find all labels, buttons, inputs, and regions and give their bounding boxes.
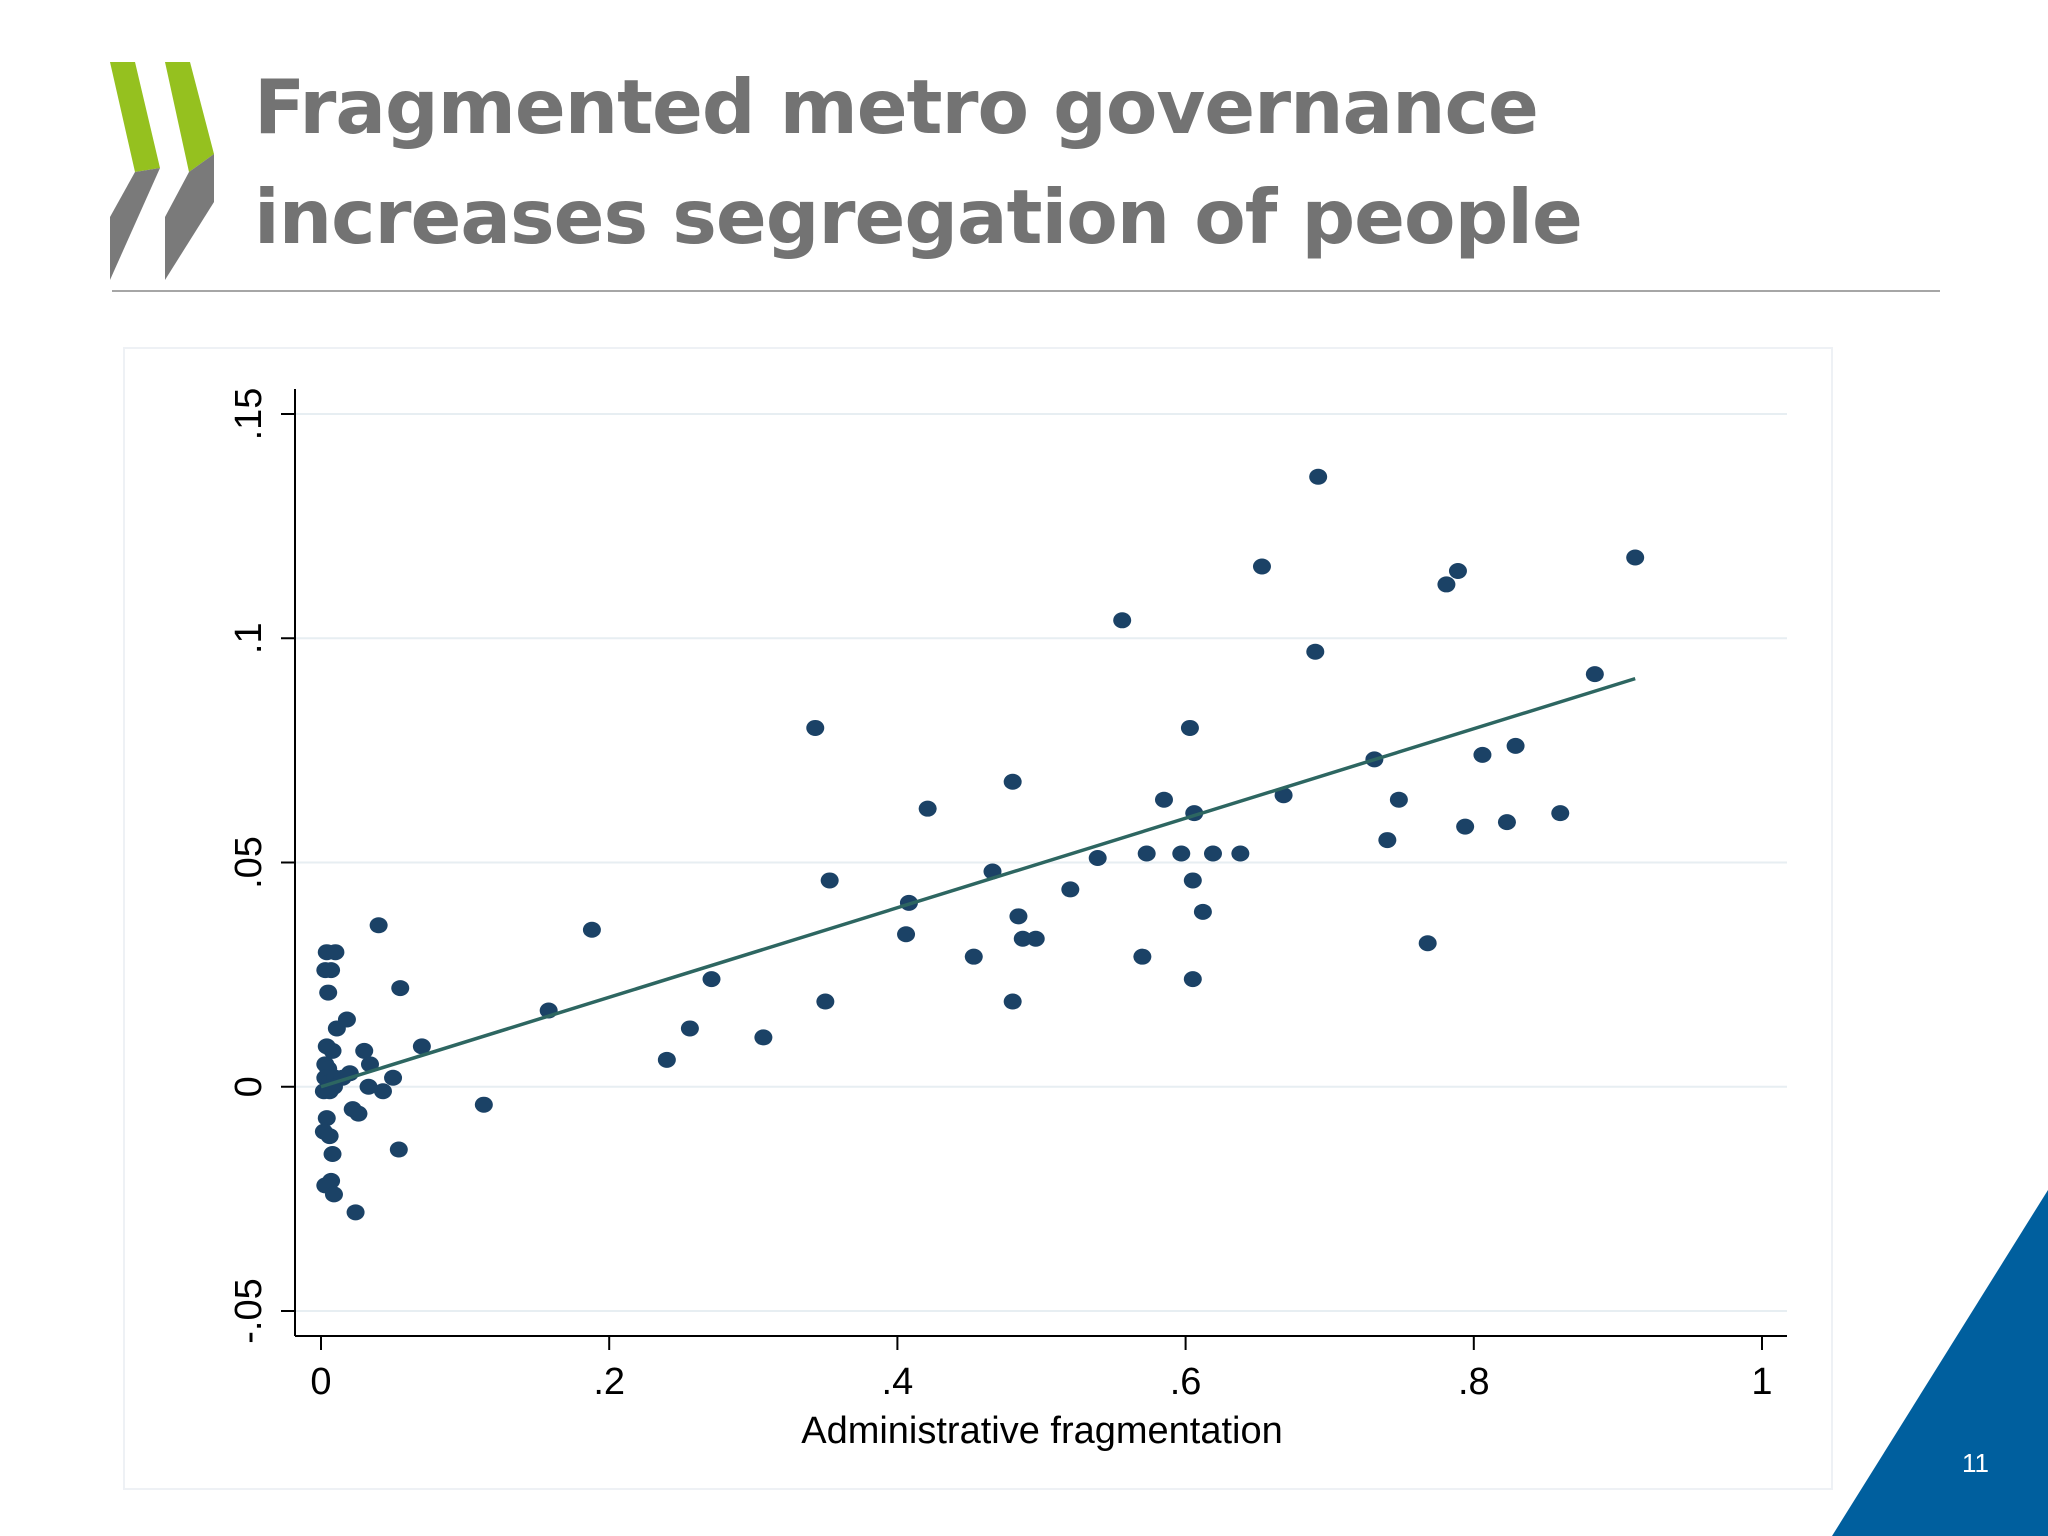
data-point bbox=[1497, 814, 1516, 831]
data-point bbox=[680, 1020, 699, 1037]
data-point bbox=[1203, 845, 1222, 862]
data-point bbox=[1418, 935, 1437, 952]
data-point bbox=[322, 962, 341, 979]
data-point bbox=[1231, 845, 1250, 862]
data-point bbox=[1183, 971, 1202, 988]
logo-chevron-green-2 bbox=[165, 62, 214, 172]
data-point bbox=[1473, 746, 1492, 763]
data-point bbox=[1437, 576, 1456, 593]
data-point bbox=[1026, 930, 1045, 947]
data-point bbox=[1456, 818, 1475, 835]
data-point bbox=[474, 1096, 493, 1113]
data-point bbox=[806, 719, 825, 736]
data-point bbox=[391, 980, 410, 997]
data-point bbox=[1113, 612, 1132, 629]
data-point bbox=[369, 917, 388, 934]
data-point bbox=[346, 1204, 365, 1221]
data-point bbox=[816, 993, 835, 1010]
x-axis-label: Administrative fragmentation bbox=[801, 1410, 1283, 1452]
data-point bbox=[1088, 850, 1107, 867]
fitted-line bbox=[320, 676, 1636, 1089]
data-point bbox=[1389, 791, 1408, 808]
y-ticks: -.05 0 .05 .1 .15 bbox=[228, 388, 295, 1344]
data-point bbox=[317, 1110, 336, 1127]
data-point bbox=[1137, 845, 1156, 862]
data-point bbox=[1626, 549, 1645, 566]
data-point bbox=[326, 944, 345, 961]
data-point bbox=[1378, 832, 1397, 849]
y-tick-label: 0 bbox=[228, 1076, 270, 1097]
data-point bbox=[373, 1083, 392, 1100]
data-point bbox=[359, 1078, 378, 1095]
data-point bbox=[657, 1051, 676, 1068]
data-point bbox=[1306, 643, 1325, 660]
data-point bbox=[323, 1146, 342, 1163]
data-points bbox=[314, 468, 1645, 1221]
data-point bbox=[1274, 787, 1293, 804]
data-point bbox=[1009, 908, 1028, 925]
y-tick-label: .1 bbox=[228, 622, 270, 654]
data-point bbox=[324, 1186, 343, 1203]
logo-chevron-grey-1 bbox=[110, 168, 160, 280]
page-number: 11 bbox=[1962, 1448, 1989, 1478]
y-tick-label: .15 bbox=[228, 388, 270, 441]
data-point bbox=[702, 971, 721, 988]
data-point bbox=[754, 1029, 773, 1046]
title-divider bbox=[112, 290, 1940, 292]
logo-chevron-green-1 bbox=[110, 62, 160, 172]
data-point bbox=[1013, 930, 1032, 947]
x-ticks: 0 .2 .4 .6 .8 1 bbox=[310, 1336, 1773, 1403]
x-tick-label: 0 bbox=[310, 1361, 331, 1403]
data-point bbox=[349, 1105, 368, 1122]
logo-chevron-grey-2 bbox=[165, 154, 214, 280]
oecd-logo bbox=[110, 62, 214, 280]
data-point bbox=[1448, 562, 1467, 579]
data-point bbox=[964, 948, 983, 965]
data-point bbox=[820, 872, 839, 889]
x-tick-label: .6 bbox=[1170, 1361, 1202, 1403]
data-point bbox=[1551, 805, 1570, 822]
data-point bbox=[384, 1069, 403, 1086]
data-point bbox=[1003, 993, 1022, 1010]
data-point bbox=[323, 1042, 342, 1059]
y-tick-label: .05 bbox=[228, 836, 270, 889]
chart-frame: 0 .2 .4 .6 .8 1 -.05 0 .05 .1 .15 Administrative … bbox=[123, 347, 1833, 1490]
data-point bbox=[918, 800, 937, 817]
data-point bbox=[412, 1038, 431, 1055]
data-point bbox=[1506, 737, 1525, 754]
x-tick-label: .4 bbox=[882, 1361, 914, 1403]
slide-title: Fragmented metro governance increases se… bbox=[254, 63, 1583, 261]
data-point bbox=[1133, 948, 1152, 965]
data-point bbox=[355, 1042, 374, 1059]
fitted-line-group bbox=[320, 676, 1636, 1089]
y-tick-label: -.05 bbox=[228, 1278, 270, 1343]
x-tick-label: 1 bbox=[1751, 1361, 1772, 1403]
data-point bbox=[322, 1172, 341, 1189]
data-point bbox=[1154, 791, 1173, 808]
data-point bbox=[1172, 845, 1191, 862]
data-point bbox=[389, 1141, 408, 1158]
data-point bbox=[897, 926, 916, 943]
data-point bbox=[319, 984, 338, 1001]
x-tick-label: .2 bbox=[593, 1361, 625, 1403]
data-point bbox=[1183, 872, 1202, 889]
data-point bbox=[1309, 468, 1328, 485]
data-point bbox=[1193, 903, 1212, 920]
data-point bbox=[582, 921, 601, 938]
scatter-chart: 0 .2 .4 .6 .8 1 -.05 0 .05 .1 .15 Administrative … bbox=[228, 388, 1787, 1452]
data-point bbox=[1003, 773, 1022, 790]
x-tick-label: .8 bbox=[1458, 1361, 1490, 1403]
data-point bbox=[320, 1128, 339, 1145]
data-point bbox=[1252, 558, 1271, 575]
data-point bbox=[337, 1011, 356, 1028]
data-point bbox=[1180, 719, 1199, 736]
data-point bbox=[1061, 881, 1080, 898]
data-point bbox=[1585, 666, 1604, 683]
